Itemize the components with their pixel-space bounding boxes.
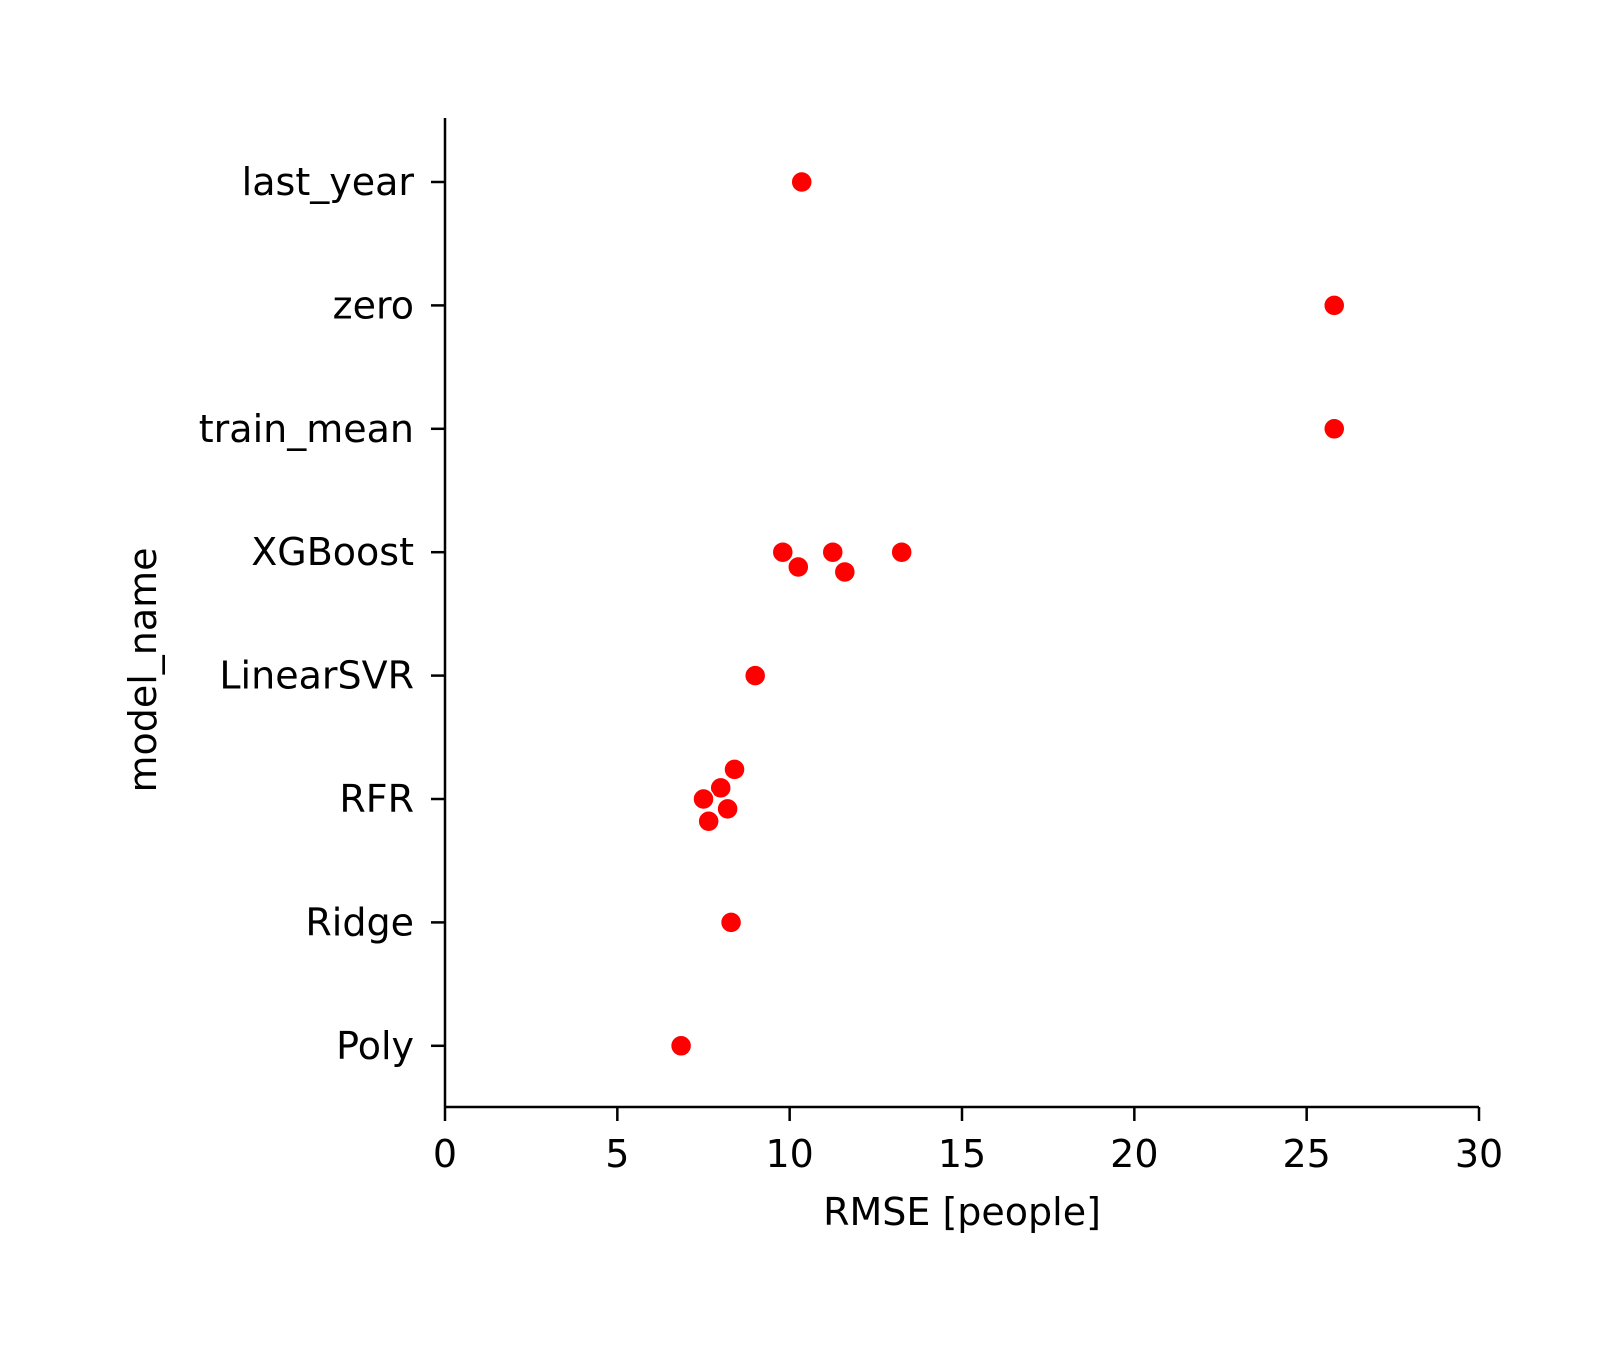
data-point [1322,417,1346,441]
x-tick-label: 10 [765,1132,813,1176]
data-point [790,170,813,194]
y-axis-label: model_name [121,547,165,792]
x-tick-label: 0 [433,1132,457,1176]
data-point [723,758,746,781]
x-tick-label: 15 [938,1132,986,1176]
y-tick-label: Poly [336,1024,414,1068]
x-axis-label: RMSE [people] [823,1190,1101,1234]
data-point [1322,294,1346,317]
data-point [890,540,913,564]
x-tick-label: 25 [1282,1132,1330,1176]
x-tick-label: 20 [1110,1132,1158,1176]
data-point [833,560,857,584]
y-tick-label: RFR [339,777,414,821]
x-ticks: 0 5 10 15 20 25 30 [433,1107,1503,1176]
data-point [716,797,739,821]
data-point [669,1034,693,1058]
y-tick-label: LinearSVR [219,654,414,698]
y-tick-label: zero [333,283,414,327]
data-point [697,809,720,833]
y-tick-label: XGBoost [251,530,414,574]
data-point [787,555,810,579]
y-tick-label: Ridge [305,900,414,944]
x-tick-label: 30 [1455,1132,1503,1176]
data-point [709,776,732,800]
data-point [692,787,715,811]
data-point [743,664,767,687]
data-point [821,540,844,564]
data-points [669,170,1346,1058]
y-tick-label: train_mean [199,407,414,451]
y-tick-label: last_year [242,160,415,204]
data-point [719,911,743,934]
data-point [771,540,795,564]
x-tick-label: 5 [605,1132,629,1176]
